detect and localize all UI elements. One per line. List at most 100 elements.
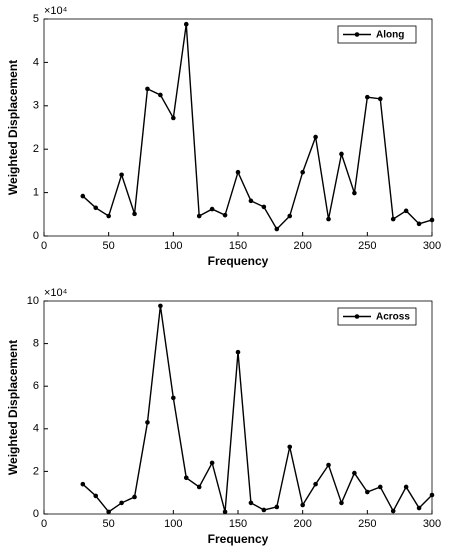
data-point [300,169,305,175]
legend-box [337,307,417,326]
data-point [222,212,228,218]
data-line [82,24,433,231]
data-point [93,205,99,211]
data-point [196,484,202,490]
data-point [377,484,383,490]
data-point [93,493,99,499]
data-point [119,500,124,506]
data-point [235,169,241,175]
x-tick-label: 50 [103,518,115,530]
x-tick-label: 100 [164,240,182,252]
legend-marker [354,32,360,37]
data-point [80,193,86,199]
data-point [209,206,215,212]
data-point [196,213,202,219]
x-tick-label: 0 [41,240,47,252]
data-point [222,509,228,515]
data-point [326,216,331,222]
data-point [313,134,318,140]
y-axis-label: Weighted Displacement [6,60,20,195]
data-point [158,92,163,98]
data-point [403,484,409,490]
x-tick-label: 300 [423,518,441,530]
data-point [300,502,305,508]
data-point [429,492,435,498]
x-tick-label: 100 [164,518,182,530]
data-point [390,216,396,222]
data-point [429,217,435,223]
data-point [274,504,280,510]
x-tick-label: 0 [41,518,47,530]
data-point [145,420,150,425]
data-point [80,481,86,487]
y-tick-label: 2 [33,143,39,155]
data-point [145,86,150,92]
data-point [365,489,370,495]
data-point [132,494,137,500]
y-tick-label: 5 [33,13,39,25]
data-point [416,221,422,227]
legend-label: Along [376,30,404,41]
data-point [339,500,344,506]
data-point [287,444,293,450]
data-point [352,470,357,476]
data-point [377,96,383,102]
y-tick-label: 2 [33,465,39,477]
x-tick-label: 250 [358,518,376,530]
x-tick-label: 200 [293,240,311,252]
y-tick-label: 0 [33,230,39,242]
x-tick-label: 150 [229,518,247,530]
data-point [171,115,176,121]
x-tick-label: 50 [103,240,115,252]
data-point [106,509,111,515]
data-point [313,481,318,487]
data-point [119,172,124,178]
x-tick-label: 300 [423,240,441,252]
x-axis-label: Frequency [208,532,269,546]
y-tick-label: 4 [33,56,39,68]
x-axis-label: Frequency [208,254,269,268]
data-point [403,208,409,214]
data-point [339,151,344,157]
legend-box [337,25,417,44]
data-point [326,462,331,468]
legend-marker [354,314,360,319]
chart-panel: 0 50 100 150 200 250 300 0 2 4 6 8 10 ×10⁴ Frequency We… [6,287,441,546]
chart-panel: 0 50 100 150 200 250 300 0 1 2 3 4 5 ×10⁴ Frequency Wei… [6,5,441,268]
data-point [274,226,280,232]
data-point [287,213,293,219]
data-point [235,349,241,355]
y-multiplier: ×10⁴ [44,287,68,299]
data-point [261,507,267,513]
legend-label: Across [376,312,410,323]
data-point [390,508,396,514]
data-point [209,460,215,466]
data-point [416,505,422,511]
data-point [248,198,254,204]
y-tick-label: 3 [33,100,39,112]
y-axis-label: Weighted Displacement [6,340,20,475]
data-point [106,213,111,219]
data-point [248,500,254,506]
y-tick-label: 10 [27,295,39,307]
y-tick-label: 4 [33,423,39,435]
data-point [261,204,267,210]
x-tick-label: 200 [293,518,311,530]
y-tick-label: 0 [33,508,39,520]
y-multiplier: ×10⁴ [44,5,68,17]
y-tick-label: 8 [33,338,39,350]
data-point [365,94,370,100]
x-tick-label: 250 [358,240,376,252]
data-point [171,395,176,401]
data-point [158,303,163,309]
y-tick-label: 1 [33,187,39,199]
data-point [183,475,189,481]
data-point [132,211,137,217]
plot-frame [43,18,433,237]
y-tick-label: 6 [33,380,39,392]
data-line [82,305,433,513]
data-point [352,190,357,196]
data-point [183,21,189,27]
plot-frame [43,300,433,515]
